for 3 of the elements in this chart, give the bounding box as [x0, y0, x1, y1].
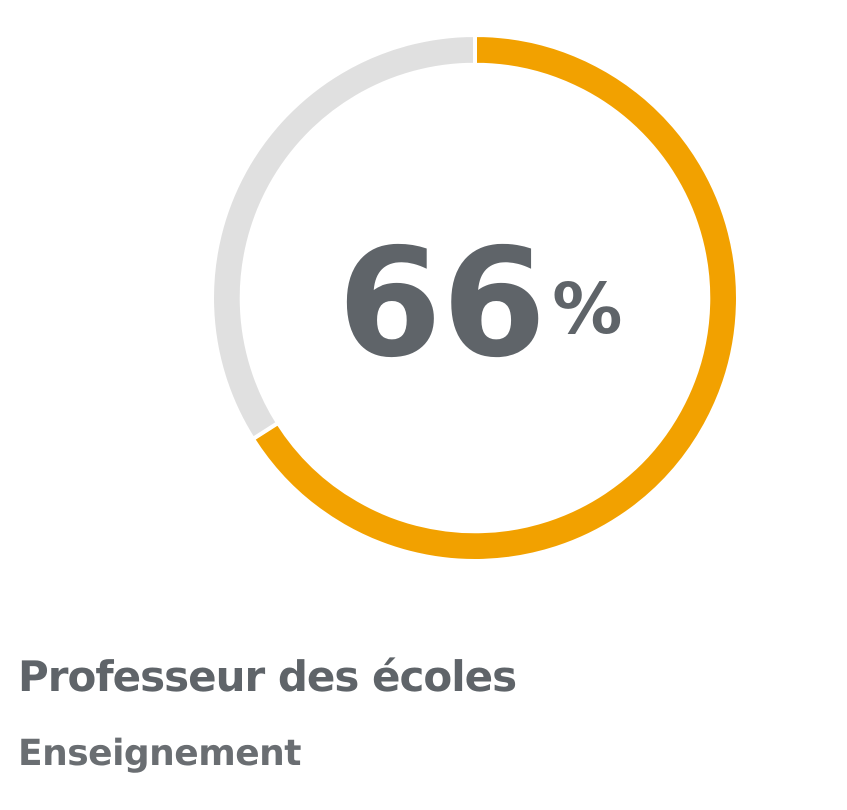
data-label: 66% — [338, 217, 622, 391]
text: Professeur des écoles — [18, 652, 516, 701]
text: Enseignement — [18, 733, 301, 774]
